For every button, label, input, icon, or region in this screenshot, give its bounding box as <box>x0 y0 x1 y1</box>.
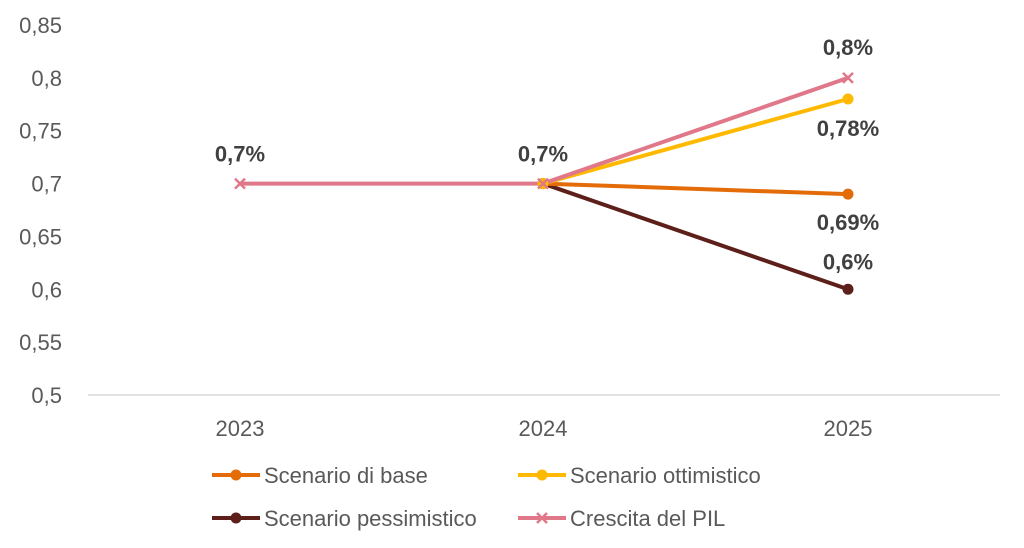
y-axis-ticks: 0,5 0,55 0,6 0,65 0,7 0,75 0,8 0,85 <box>19 13 62 408</box>
x-tick-label: 2023 <box>216 416 265 441</box>
series-markers <box>234 71 854 295</box>
series-line <box>541 181 850 292</box>
data-labels: 0,7% 0,7% 0,8% 0,78% 0,69% 0,6% <box>215 35 879 274</box>
series-marker <box>842 188 854 200</box>
series-line <box>541 181 850 197</box>
y-tick-label: 0,75 <box>19 119 62 144</box>
legend-label: Scenario di base <box>264 463 428 488</box>
legend-marker <box>230 469 242 481</box>
legend-item: Scenario pessimistico <box>212 506 477 531</box>
legend-label: Scenario ottimistico <box>570 463 761 488</box>
y-tick-label: 0,65 <box>19 224 62 249</box>
legend-marker <box>536 469 548 481</box>
series-marker <box>842 283 854 295</box>
legend-item: Scenario di base <box>212 463 428 488</box>
data-label: 0,78% <box>817 116 879 141</box>
marker-stroke <box>842 71 854 84</box>
legend-label: Scenario pessimistico <box>264 506 477 531</box>
series-line <box>238 75 850 186</box>
x-tick-label: 2024 <box>519 416 568 441</box>
legend-label: Crescita del PIL <box>570 506 725 531</box>
series-marker <box>234 177 246 190</box>
y-tick-label: 0,6 <box>31 277 62 302</box>
legend-marker <box>230 512 242 524</box>
y-tick-label: 0,8 <box>31 66 62 91</box>
series-marker <box>537 177 549 190</box>
y-tick-label: 0,7 <box>31 172 62 197</box>
y-tick-label: 0,85 <box>19 13 62 38</box>
legend-item: Scenario ottimistico <box>518 463 761 488</box>
legend: Scenario di base Scenario ottimistico Scen… <box>212 463 761 531</box>
y-tick-label: 0,55 <box>19 330 62 355</box>
series-marker <box>842 71 854 84</box>
data-label: 0,7% <box>518 142 568 167</box>
series-marker <box>842 93 854 105</box>
marker-stroke <box>537 177 549 190</box>
y-tick-label: 0,5 <box>31 383 62 408</box>
data-label: 0,6% <box>823 249 873 274</box>
legend-marker <box>536 512 548 524</box>
x-axis-ticks: 2023 2024 2025 <box>216 416 873 441</box>
data-label: 0,69% <box>817 210 879 235</box>
data-label: 0,8% <box>823 35 873 60</box>
legend-item: Crescita del PIL <box>518 506 725 531</box>
marker-stroke <box>234 177 246 190</box>
series-line <box>541 97 850 186</box>
x-tick-label: 2025 <box>824 416 873 441</box>
data-label: 0,7% <box>215 142 265 167</box>
